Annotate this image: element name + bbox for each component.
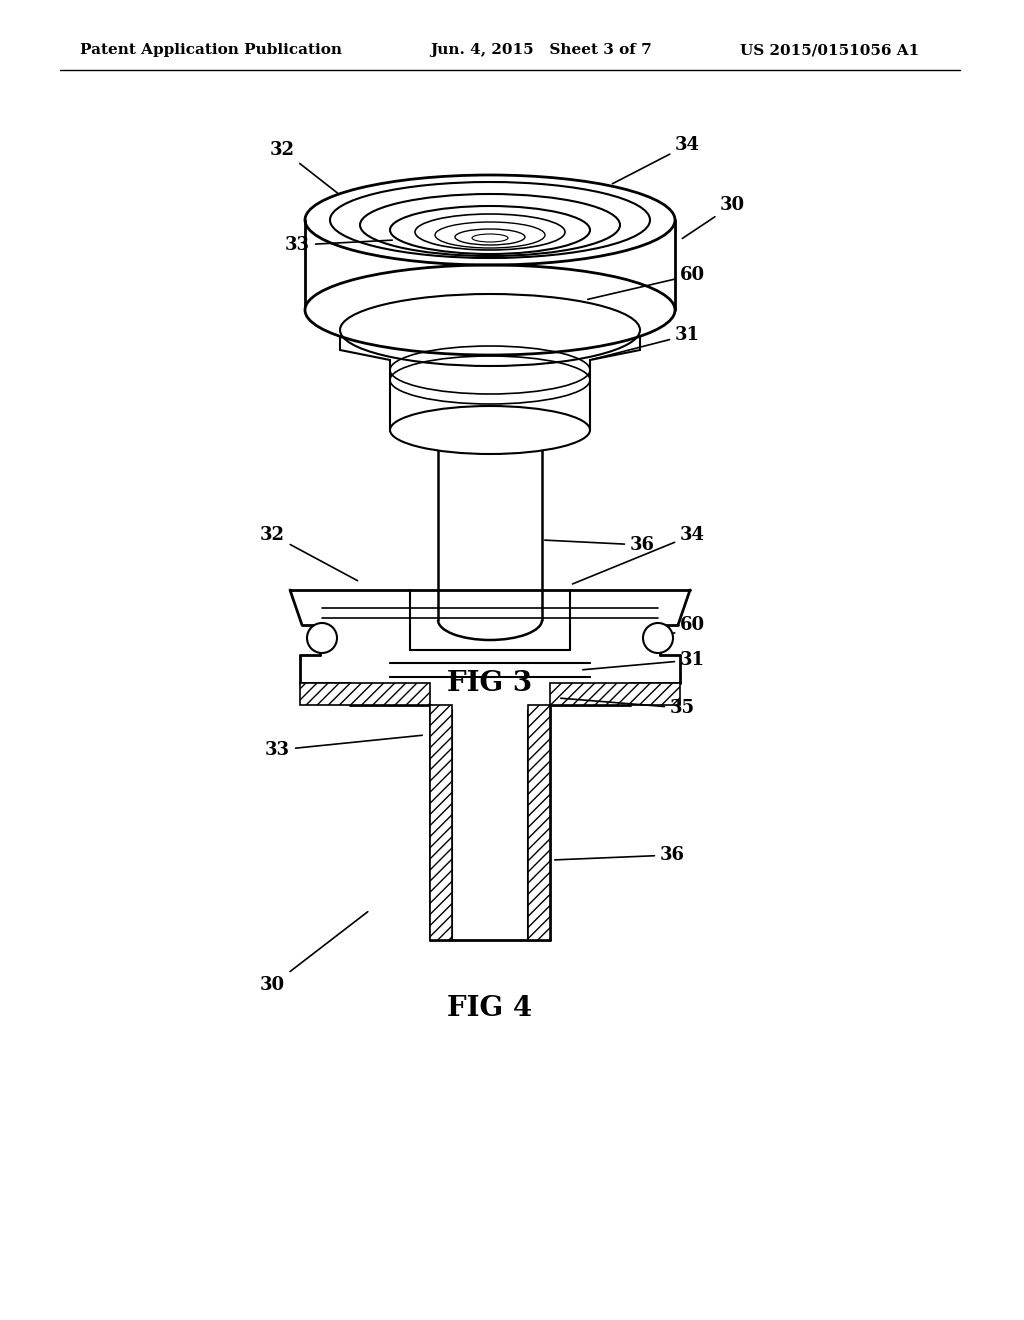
Ellipse shape — [390, 407, 590, 454]
Text: 31: 31 — [583, 651, 705, 669]
Text: 32: 32 — [270, 141, 338, 193]
Text: 33: 33 — [265, 735, 422, 759]
Text: 34: 34 — [572, 525, 705, 583]
Circle shape — [307, 623, 337, 653]
Bar — [430, 705, 452, 940]
Text: 30: 30 — [682, 195, 745, 239]
Text: US 2015/0151056 A1: US 2015/0151056 A1 — [740, 44, 920, 57]
Text: Patent Application Publication: Patent Application Publication — [80, 44, 342, 57]
Text: Jun. 4, 2015   Sheet 3 of 7: Jun. 4, 2015 Sheet 3 of 7 — [430, 44, 651, 57]
Text: 60: 60 — [660, 616, 706, 639]
Text: FIG 4: FIG 4 — [447, 995, 532, 1022]
Text: 60: 60 — [588, 267, 706, 300]
Text: 30: 30 — [260, 912, 368, 994]
Bar — [300, 682, 430, 705]
Text: 33: 33 — [285, 236, 392, 253]
Text: 34: 34 — [612, 136, 700, 183]
Text: 36: 36 — [545, 536, 655, 554]
Text: 36: 36 — [555, 846, 685, 865]
Text: 32: 32 — [260, 525, 357, 581]
Text: 31: 31 — [593, 326, 700, 359]
Ellipse shape — [305, 265, 675, 355]
Circle shape — [643, 623, 673, 653]
Text: 35: 35 — [561, 698, 695, 717]
Bar — [528, 705, 550, 940]
Bar — [550, 682, 680, 705]
Text: FIG 3: FIG 3 — [447, 671, 532, 697]
